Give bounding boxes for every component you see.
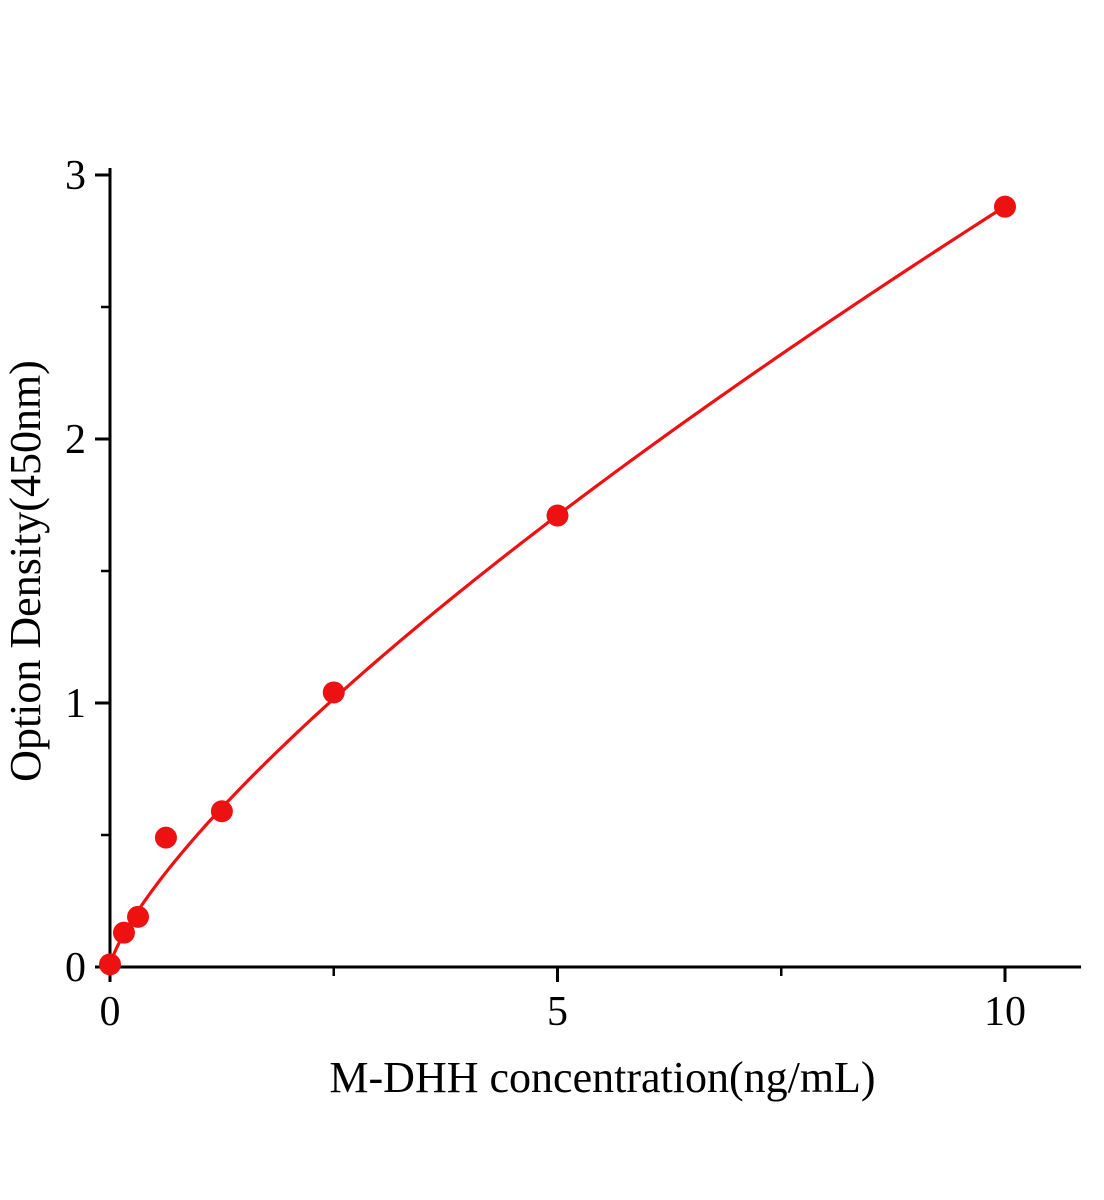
data-point <box>322 681 345 704</box>
y-tick-label: 3 <box>65 153 86 199</box>
x-tick-label: 5 <box>547 989 568 1035</box>
data-point <box>112 921 135 944</box>
y-axis-title: Option Density(450nm) <box>1 360 50 782</box>
data-point <box>127 905 150 928</box>
data-point <box>210 800 233 823</box>
x-tick-label: 0 <box>100 989 121 1035</box>
data-point <box>154 826 177 849</box>
data-point <box>99 953 121 976</box>
x-axis-title: M-DHH concentration(ng/mL) <box>329 1053 875 1102</box>
x-tick-label: 10 <box>984 989 1026 1035</box>
data-point <box>546 504 569 527</box>
fit-line <box>108 204 1007 969</box>
y-tick-label: 2 <box>65 417 86 463</box>
y-tick-label: 1 <box>65 681 86 727</box>
data-point <box>994 195 1016 218</box>
y-tick-label: 0 <box>65 945 86 991</box>
